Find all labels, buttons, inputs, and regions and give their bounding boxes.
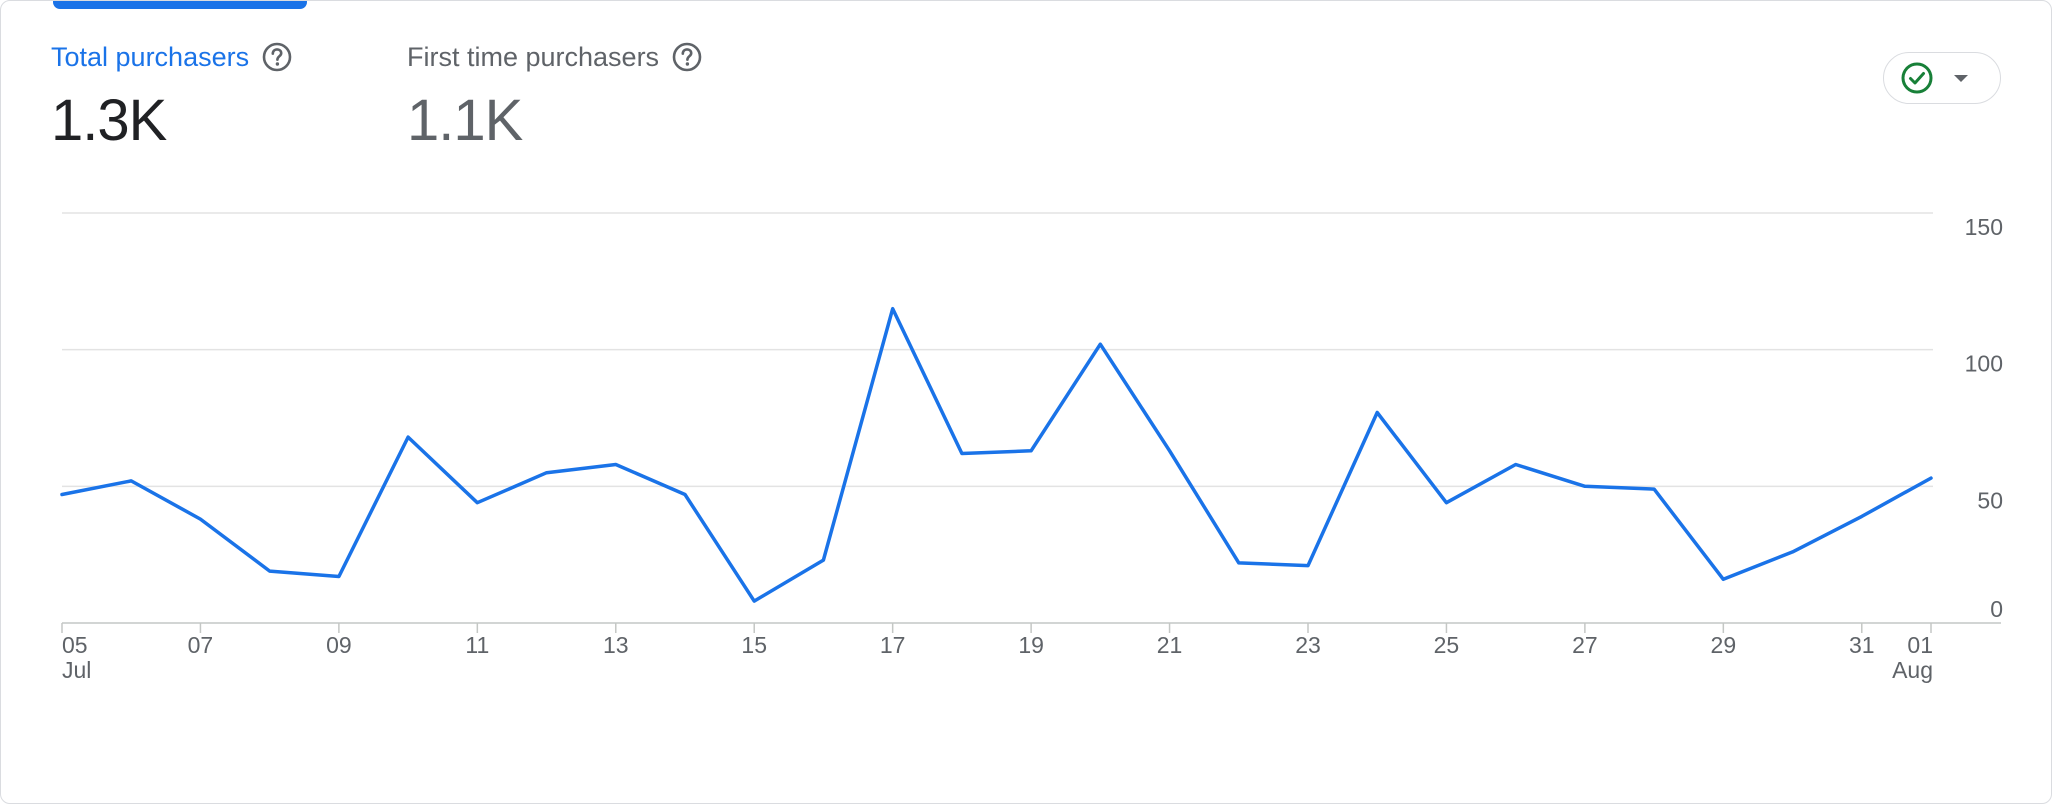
x-tick-label: 17 — [880, 632, 906, 658]
y-tick-label: 150 — [1965, 214, 2003, 240]
x-tick-label: 05 — [62, 632, 88, 658]
help-circle-icon[interactable] — [261, 41, 293, 73]
metric-label: First time purchasers — [407, 41, 660, 72]
x-tick-label: 21 — [1157, 632, 1183, 658]
x-tick-label: 13 — [603, 632, 629, 658]
series-line — [60, 306, 1933, 603]
x-tick-label: 29 — [1711, 632, 1737, 658]
x-tick-label: 31 — [1849, 632, 1875, 658]
x-tick-label: 09 — [326, 632, 352, 658]
x-tick-label: 23 — [1295, 632, 1321, 658]
help-circle-icon[interactable] — [671, 41, 703, 73]
caret-down-icon — [1954, 75, 1968, 82]
x-tick-sublabel: Jul — [62, 657, 91, 683]
metric-total-purchasers[interactable]: Total purchasers 1.3K — [51, 41, 293, 154]
active-tab-indicator — [53, 1, 307, 9]
comparison-status-dropdown[interactable] — [1883, 52, 2001, 104]
y-tick-label: 50 — [1977, 487, 2003, 513]
x-tick-label: 15 — [741, 632, 767, 658]
x-tick-label: 07 — [188, 632, 214, 658]
metric-value: 1.3K — [51, 88, 167, 153]
metric-first-time-purchasers[interactable]: First time purchasers 1.1K — [407, 41, 703, 154]
x-tick-label: 11 — [465, 632, 489, 658]
y-tick-label: 0 — [1990, 596, 2003, 622]
x-tick-label: 27 — [1572, 632, 1598, 658]
x-tick-sublabel: Aug — [1892, 657, 1933, 683]
metric-value: 1.1K — [407, 88, 523, 153]
x-tick-label: 25 — [1434, 632, 1460, 658]
x-tick-label: 01 — [1907, 632, 1933, 658]
metric-label: Total purchasers — [51, 41, 250, 72]
check-circle-icon — [1901, 62, 1933, 94]
x-tick-label: 19 — [1018, 632, 1044, 658]
y-tick-label: 100 — [1965, 351, 2003, 377]
